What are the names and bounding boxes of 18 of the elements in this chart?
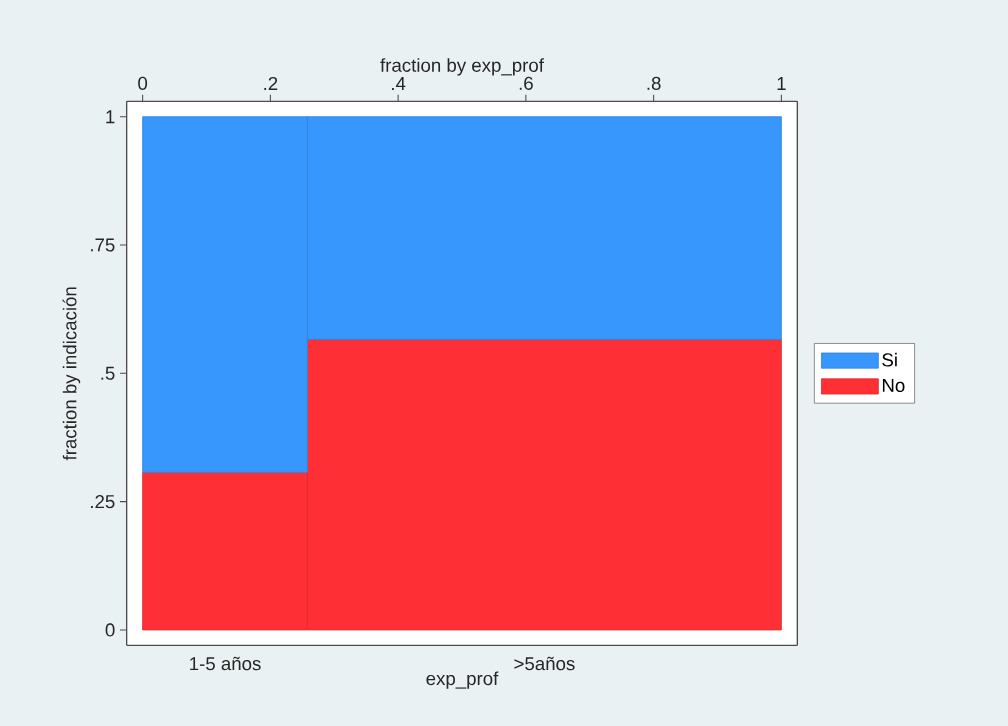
x-axis-title: exp_prof <box>426 671 499 689</box>
legend-label: No <box>882 379 905 393</box>
y-tick-label: .75 <box>91 238 115 252</box>
x-tick-label: 1 <box>777 77 786 90</box>
x-tick-label: 0 <box>138 76 148 90</box>
x-tick-label: .8 <box>647 76 661 90</box>
legend-label: Si <box>882 352 897 367</box>
x2-axis-title: fraction by exp_prof <box>380 58 544 76</box>
x-tick-label: .4 <box>392 77 406 90</box>
y-tick-label: .25 <box>91 495 115 509</box>
y-axis-title: fraction by indicación <box>62 287 81 461</box>
text: 1-5 años <box>190 656 261 671</box>
y-tick-label: 0 <box>105 623 115 637</box>
y-tick-label: .5 <box>101 366 115 380</box>
x-tick-label: .6 <box>519 76 533 90</box>
text: >5años <box>514 656 575 671</box>
y-tick-label: 1 <box>106 110 115 124</box>
x-tick-label: .2 <box>264 76 278 90</box>
